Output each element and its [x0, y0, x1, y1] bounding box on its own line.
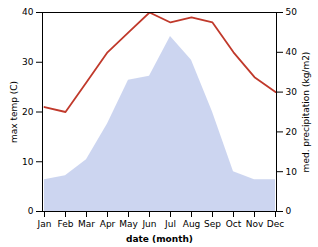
svg-text:Oct: Oct	[226, 219, 242, 229]
svg-text:20: 20	[22, 107, 34, 117]
svg-text:30: 30	[22, 57, 34, 67]
svg-text:40: 40	[22, 7, 34, 17]
svg-text:30: 30	[286, 87, 298, 97]
svg-text:50: 50	[286, 7, 298, 17]
svg-text:max temp (C): max temp (C)	[9, 81, 19, 143]
svg-text:10: 10	[286, 167, 298, 177]
svg-text:Mar: Mar	[78, 219, 95, 229]
svg-text:0: 0	[286, 206, 292, 216]
svg-text:Jul: Jul	[164, 219, 176, 229]
svg-text:date (month): date (month)	[126, 234, 193, 244]
svg-text:0: 0	[28, 206, 34, 216]
svg-text:Nov: Nov	[246, 219, 264, 229]
svg-text:Jan: Jan	[37, 219, 52, 229]
svg-text:10: 10	[22, 157, 34, 167]
svg-text:Jun: Jun	[141, 219, 156, 229]
svg-text:Feb: Feb	[58, 219, 74, 229]
svg-text:Dec: Dec	[267, 219, 284, 229]
svg-text:20: 20	[286, 127, 298, 137]
svg-text:Apr: Apr	[100, 219, 116, 229]
svg-text:Aug: Aug	[183, 219, 201, 229]
svg-text:Sep: Sep	[204, 219, 221, 229]
svg-text:med. precipitation (kg/m2): med. precipitation (kg/m2)	[301, 52, 311, 173]
svg-text:40: 40	[286, 47, 298, 57]
svg-text:May: May	[119, 219, 138, 229]
